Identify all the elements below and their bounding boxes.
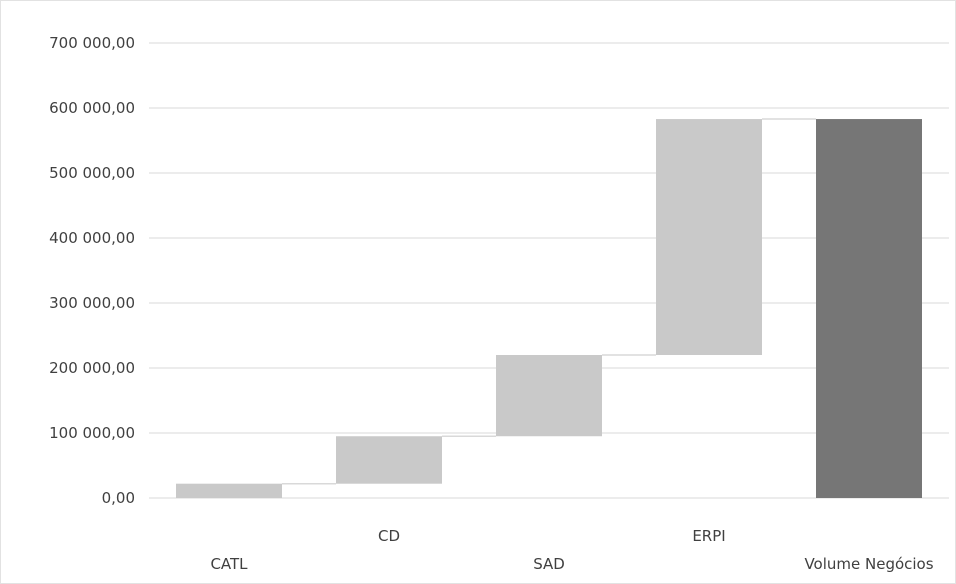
- bar-volume-neg-cios: [816, 119, 922, 499]
- y-tick-label: 0,00: [102, 489, 135, 507]
- bar-cd: [336, 436, 442, 484]
- x-tick-label: Volume Negócios: [804, 555, 933, 573]
- x-tick-label: CD: [378, 527, 400, 545]
- y-tick-label: 700 000,00: [49, 34, 135, 52]
- y-tick-label: 400 000,00: [49, 229, 135, 247]
- bar-erpi: [656, 119, 762, 355]
- bar-sad: [496, 355, 602, 437]
- bar-catl: [176, 483, 282, 498]
- x-tick-label: SAD: [533, 555, 565, 573]
- x-tick-label: ERPI: [692, 527, 725, 545]
- x-tick-label: CATL: [210, 555, 248, 573]
- y-tick-label: 500 000,00: [49, 164, 135, 182]
- y-tick-label: 100 000,00: [49, 424, 135, 442]
- y-tick-label: 300 000,00: [49, 294, 135, 312]
- y-tick-label: 200 000,00: [49, 359, 135, 377]
- y-tick-label: 600 000,00: [49, 99, 135, 117]
